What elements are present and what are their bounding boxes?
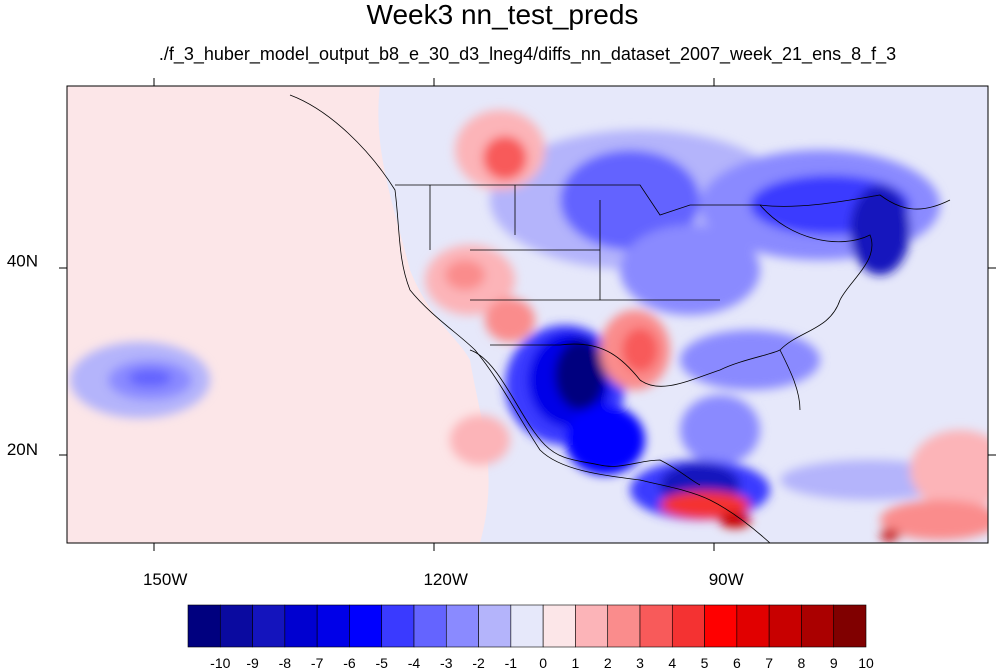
map-title: Week3 nn_test_preds xyxy=(366,0,639,30)
colorbar-label: -3 xyxy=(440,655,453,671)
colorbar-swatch xyxy=(381,604,415,648)
colorbar-swatch xyxy=(284,604,318,648)
map-axis-labels: 150W 120W 90W 40N 20N xyxy=(7,251,744,589)
colorbar-swatch xyxy=(607,604,641,648)
colorbar-swatch xyxy=(316,604,350,648)
colorbar-swatch xyxy=(252,604,286,648)
colorbar-label: -6 xyxy=(343,655,356,671)
colorbar-label: -9 xyxy=(246,655,259,671)
lat-tick-label: 20N xyxy=(7,440,38,459)
colorbar-label: 2 xyxy=(604,655,612,671)
colorbar-swatch xyxy=(736,604,770,648)
colorbar-label: 3 xyxy=(636,655,644,671)
colorbar-swatch xyxy=(349,604,383,648)
colorbar-swatch xyxy=(575,604,609,648)
map-axis-ticks xyxy=(59,78,996,551)
colorbar-label: 8 xyxy=(798,655,806,671)
colorbar-label: -1 xyxy=(505,655,518,671)
colorbar-swatch xyxy=(445,604,479,648)
colorbar-swatch xyxy=(542,604,576,648)
colorbar-label: 0 xyxy=(539,655,547,671)
colorbar-label: -5 xyxy=(375,655,388,671)
colorbar-label: -4 xyxy=(408,655,421,671)
colorbar-label: 4 xyxy=(668,655,676,671)
lat-tick-label: 40N xyxy=(7,251,38,270)
colorbar-label: -8 xyxy=(279,655,292,671)
colorbar-label: 7 xyxy=(765,655,773,671)
colorbar-labels: -10 -9 -8 -7 -6 -5 -4 -3 -2 -1 0 1 2 3 4 5 6 7 8 9 10 xyxy=(210,655,874,671)
colorbar-swatch xyxy=(219,604,253,648)
lon-tick-label: 150W xyxy=(143,570,187,589)
colorbar-swatch xyxy=(510,604,544,648)
colorbar-swatch xyxy=(639,604,673,648)
colorbar-swatch xyxy=(801,604,835,648)
colorbar-swatch xyxy=(768,604,802,648)
colorbar-label: -7 xyxy=(311,655,324,671)
colorbar-label: 6 xyxy=(733,655,741,671)
colorbar-swatch xyxy=(671,604,705,648)
colorbar xyxy=(187,604,867,648)
colorbar-swatch xyxy=(833,604,867,648)
colorbar-label: 1 xyxy=(572,655,580,671)
colorbar-label: -10 xyxy=(210,655,230,671)
colorbar-label: 10 xyxy=(858,655,874,671)
lon-tick-label: 120W xyxy=(423,570,467,589)
colorbar-swatch xyxy=(704,604,738,648)
colorbar-swatch xyxy=(413,604,447,648)
map-subtitle: ./f_3_huber_model_output_b8_e_30_d3_lneg… xyxy=(158,44,897,64)
colorbar-swatch xyxy=(187,604,221,648)
lon-tick-label: 90W xyxy=(709,570,744,589)
colorbar-swatch xyxy=(478,604,512,648)
map-frame xyxy=(66,85,989,544)
map-field xyxy=(67,86,988,543)
colorbar-label: 9 xyxy=(830,655,838,671)
colorbar-label: -2 xyxy=(472,655,485,671)
colorbar-label: 5 xyxy=(701,655,709,671)
